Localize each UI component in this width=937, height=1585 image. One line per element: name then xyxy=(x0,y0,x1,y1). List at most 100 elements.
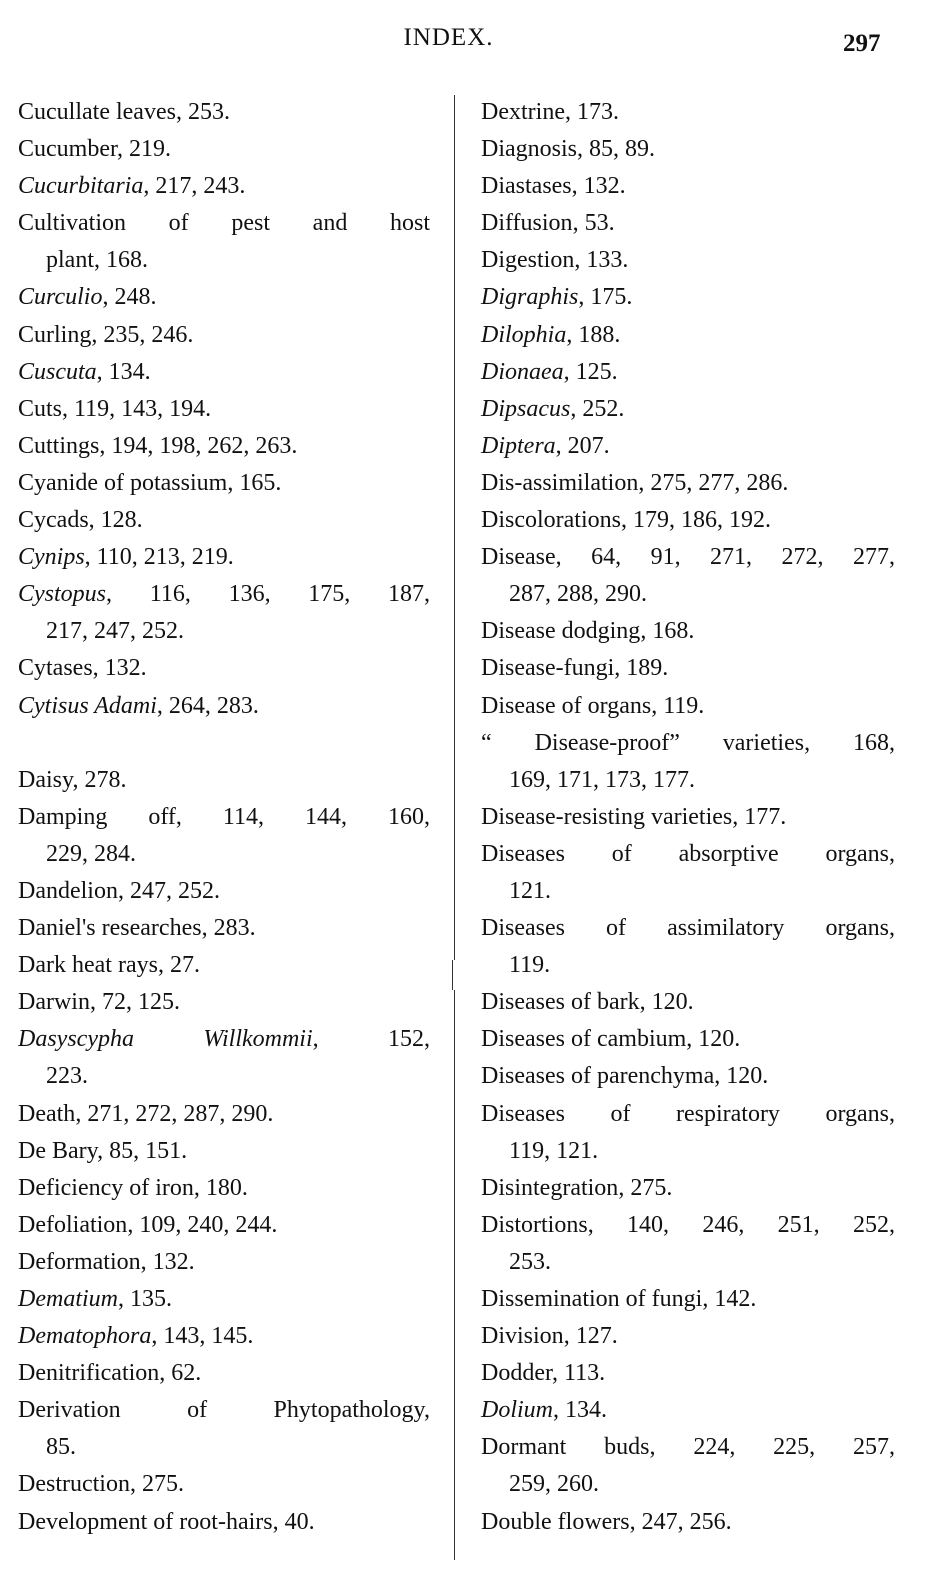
entry-first-line: Disease-fungi, 189. xyxy=(481,650,895,687)
entry-term: Curculio xyxy=(18,284,103,311)
entry-term: Diseases of parenchyma xyxy=(481,1063,715,1090)
entry-term: Dematium xyxy=(18,1286,118,1312)
index-entry: Deformation, 132. xyxy=(18,1244,430,1281)
index-entry: Dissemination of fungi, 142. xyxy=(481,1281,895,1318)
entry-first-line: “ Disease-proof” varieties, 168, xyxy=(481,725,895,762)
blank-line xyxy=(18,725,430,762)
entry-pages: , 113. xyxy=(552,1360,606,1387)
entry-pages: , 127. xyxy=(563,1323,618,1350)
entry-term: Dematophora xyxy=(18,1323,152,1350)
index-entry: Diseases of cambium, 120. xyxy=(481,1021,895,1058)
entry-pages: , 248. xyxy=(102,284,157,311)
entry-term: Diagnosis xyxy=(481,136,577,163)
entry-first-line: Cultivation of pest and host xyxy=(18,205,430,242)
entry-first-line: Deficiency of iron, 180. xyxy=(18,1170,430,1207)
entry-first-line: Dematium, 135. xyxy=(18,1281,430,1318)
entry-first-line: Cuts, 119, 143, 194. xyxy=(18,391,430,428)
entry-first-line: Derivation of Phytopathology, xyxy=(18,1392,430,1429)
entry-term: Dextrine xyxy=(481,99,565,125)
entry-pages: , 168. xyxy=(640,618,695,645)
entry-pages: , 132. xyxy=(571,173,626,200)
entry-term: Destruction xyxy=(18,1471,130,1498)
entry-term: Cuttings xyxy=(18,432,100,459)
index-entry: Cycads, 128. xyxy=(18,502,430,539)
entry-term: Dandelion xyxy=(18,877,118,904)
entry-term: Dilophia xyxy=(481,321,567,348)
entry-term: Dormant buds xyxy=(481,1434,650,1461)
entry-term: Diffusion xyxy=(481,210,573,237)
entry-first-line: Cyanide of potassium, 165. xyxy=(18,465,430,502)
entry-pages: , 247, 256. xyxy=(629,1508,732,1535)
index-entry: Dark heat rays, 27. xyxy=(18,947,430,984)
entry-pages: , 173. xyxy=(564,99,619,125)
entry-term: De Bary xyxy=(18,1137,98,1164)
index-entry: Dipsacus, 252. xyxy=(481,391,895,428)
entry-term: Diseases of absorptive organs xyxy=(481,840,889,867)
index-entry: Diffusion, 53. xyxy=(481,205,895,242)
entry-term: Development of root-hairs xyxy=(18,1508,273,1535)
index-entry: Disease of organs, 119. xyxy=(481,688,895,725)
entry-term: “ Disease-proof” varieties xyxy=(481,729,805,756)
entry-first-line: Disease of organs, 119. xyxy=(481,688,895,725)
entry-pages: , 120. xyxy=(639,989,694,1016)
entry-term: Derivation of Phytopathology xyxy=(18,1397,424,1424)
entry-pages: , 62. xyxy=(159,1360,202,1387)
entry-term: Dis-assimilation xyxy=(481,469,639,496)
entry-pages: , 180. xyxy=(193,1174,248,1201)
entry-first-line: Cuttings, 194, 198, 262, 263. xyxy=(18,428,430,465)
entry-first-line: Diseases of cambium, 120. xyxy=(481,1021,895,1058)
entry-term: Distortions xyxy=(481,1211,588,1238)
entry-term: Diptera xyxy=(481,432,556,459)
entry-term: Cuscuta xyxy=(18,358,97,385)
index-entry: Cystopus, 116, 136, 175, 187, 217, 247, 2… xyxy=(18,576,430,650)
entry-first-line: Diastases, 132. xyxy=(481,168,895,205)
entry-pages: , xyxy=(889,1100,895,1127)
entry-first-line: Deformation, 132. xyxy=(18,1244,430,1281)
entry-term: Dionaea xyxy=(481,358,564,385)
entry-term: Daniel's researches xyxy=(18,915,202,942)
index-entry: Damping off, 114, 144, 160, 229, 284. xyxy=(18,799,430,873)
entry-term: Disease-resisting varieties xyxy=(481,803,733,830)
index-entry: Distortions, 140, 246, 251, 252, 253. xyxy=(481,1207,895,1281)
index-entry: Diagnosis, 85, 89. xyxy=(481,131,895,168)
entry-pages: , 72, 125. xyxy=(89,989,180,1016)
index-entry: Diseases of parenchyma, 120. xyxy=(481,1058,895,1095)
entry-term: Disintegration xyxy=(481,1174,619,1201)
entry-continuation: 217, 247, 252. xyxy=(46,618,184,645)
entry-first-line: Cucullate leaves, 253. xyxy=(18,94,430,131)
index-entry: Curling, 235, 246. xyxy=(18,317,430,354)
entry-continuation: 119. xyxy=(509,952,551,979)
index-entry: “ Disease-proof” varieties, 168, 169, 171… xyxy=(481,725,895,799)
entry-pages: , 247, 252. xyxy=(117,877,220,904)
entry-first-line: Dionaea, 125. xyxy=(481,354,895,391)
index-entry: Dionaea, 125. xyxy=(481,354,895,391)
entry-first-line: Disintegration, 275. xyxy=(481,1170,895,1207)
entry-term: Disease dodging xyxy=(481,618,641,645)
entry-pages: , 271, 272, 287, 290. xyxy=(75,1100,274,1127)
entry-term: Cytisus Adami xyxy=(18,692,157,719)
index-entry: Dis-assimilation, 275, 277, 286. xyxy=(481,465,895,502)
entry-pages: , 235, 246. xyxy=(91,321,194,348)
index-entry: Diseases of respiratory organs, 119, 121. xyxy=(481,1096,895,1170)
entry-term: Diseases of respiratory organs xyxy=(481,1100,889,1127)
entry-pages: , 120. xyxy=(714,1063,769,1090)
entry-first-line: Discolorations, 179, 186, 192. xyxy=(481,502,895,539)
entry-first-line: Development of root-hairs, 40. xyxy=(18,1504,430,1541)
entry-term: Damping off xyxy=(18,803,176,830)
entry-term: Deficiency of iron xyxy=(18,1174,194,1201)
page-number: 297 xyxy=(843,30,881,57)
entry-continuation: 169, 171, 173, 177. xyxy=(509,766,695,793)
entry-pages: , 132. xyxy=(92,655,147,682)
entry-first-line: Cucumber, 219. xyxy=(18,131,430,168)
entry-term: Dipsacus xyxy=(481,395,571,422)
entry-continuation: 253. xyxy=(509,1248,551,1275)
divider-gap xyxy=(452,960,459,990)
entry-term: Cystopus xyxy=(18,581,107,608)
index-entry: De Bary, 85, 151. xyxy=(18,1133,430,1170)
entry-term: Cuts xyxy=(18,395,63,422)
entry-pages: , 224, 225, 257, xyxy=(649,1434,896,1461)
index-entry: Double flowers, 247, 256. xyxy=(481,1504,895,1541)
entry-continuation: plant, 168. xyxy=(46,247,148,274)
entry-term: Cucumber xyxy=(18,136,118,163)
entry-pages: , 189. xyxy=(614,655,669,682)
